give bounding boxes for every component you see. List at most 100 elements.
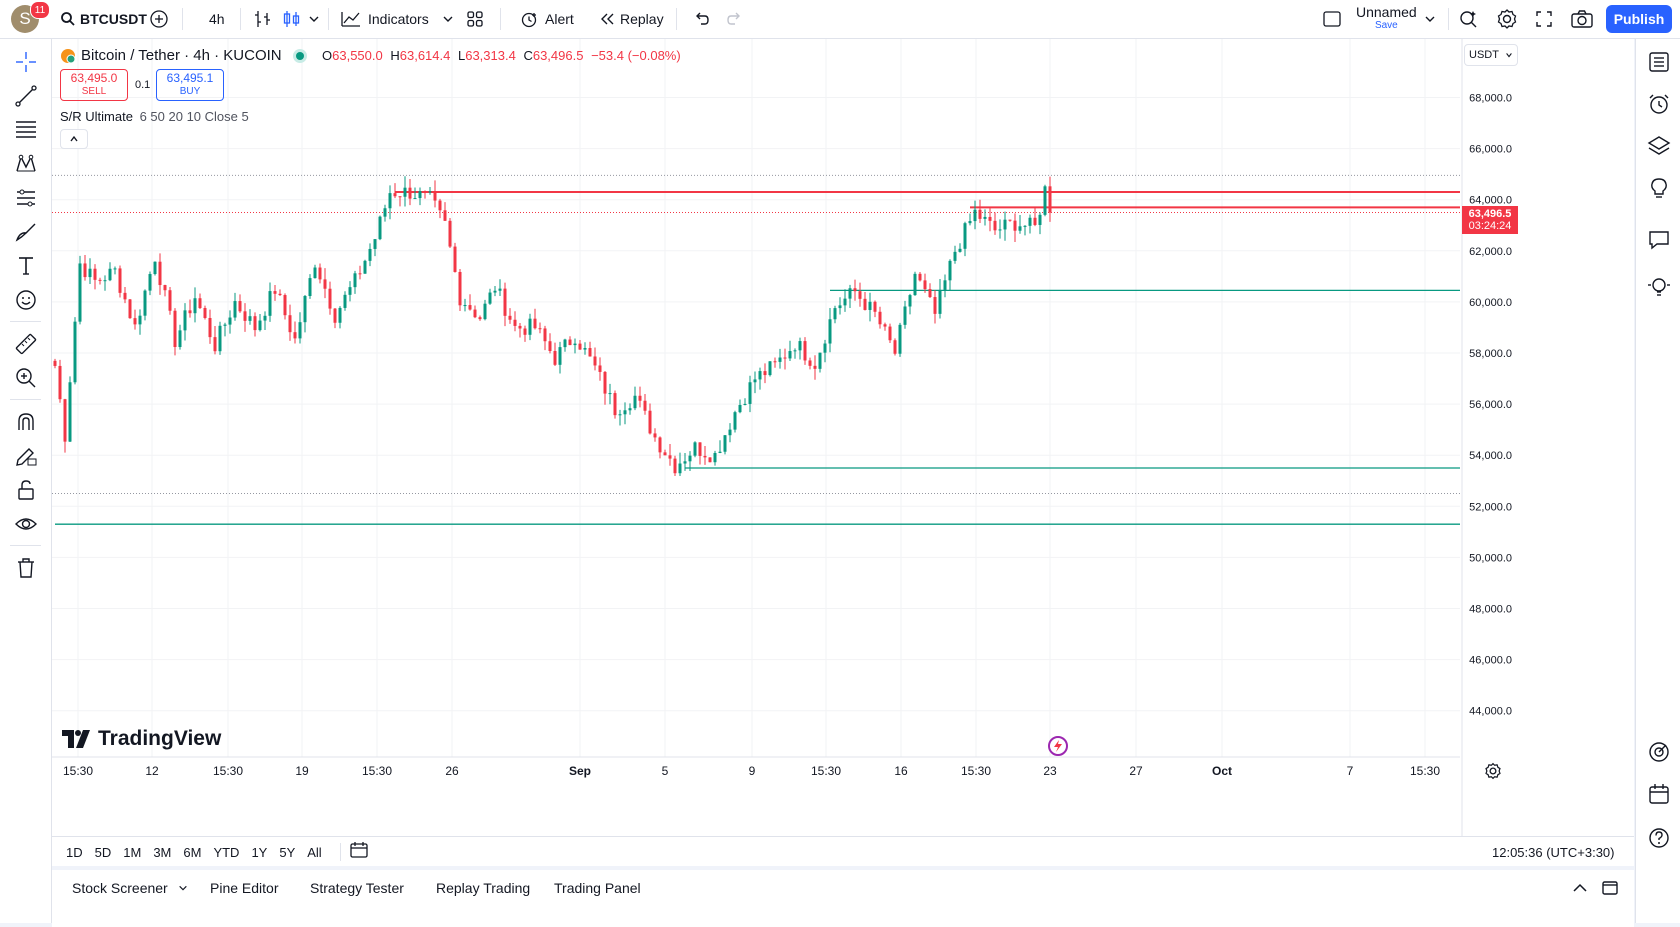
go-to-date-button[interactable]: [349, 841, 369, 864]
undo-button[interactable]: [692, 0, 710, 38]
x-tick-label: 16: [894, 764, 908, 778]
hotlists-button[interactable]: [1646, 273, 1672, 299]
sell-button[interactable]: 63,495.0 SELL: [60, 69, 128, 101]
candle-body: [543, 328, 547, 342]
range-5d-button[interactable]: 5D: [94, 844, 112, 860]
candle-body: [308, 278, 312, 296]
candle-body: [858, 291, 862, 299]
chart-pane[interactable]: 68,000.0 66,000.0 64,000.0 62,000.0 60,000.0…: [52, 39, 1634, 838]
indicator-legend[interactable]: S/R Ultimate 6 50 20 10 Close 5: [60, 109, 249, 124]
candle-body: [363, 260, 367, 274]
icon-tool[interactable]: [13, 287, 39, 313]
pine-dashboard-button[interactable]: [1646, 739, 1672, 765]
calendar-button[interactable]: [1646, 781, 1672, 807]
indicators-dropdown[interactable]: [442, 0, 454, 38]
snapshot-button[interactable]: [1570, 0, 1594, 38]
settings-button[interactable]: [1496, 0, 1518, 38]
hide-drawings-tool[interactable]: [13, 511, 39, 537]
collapse-panel-button[interactable]: [1570, 878, 1590, 903]
indicators-button[interactable]: Indicators: [340, 0, 429, 38]
ideas-button[interactable]: [1646, 175, 1672, 201]
trend-line-tool[interactable]: [13, 83, 39, 109]
zoom-in-tool[interactable]: [13, 365, 39, 391]
measure-tool[interactable]: [13, 331, 39, 357]
candle-body: [508, 315, 512, 320]
divider: [10, 545, 41, 546]
change-value: −53.4 (−0.08%): [591, 48, 681, 63]
crosshair-tool[interactable]: [13, 49, 39, 75]
candle-body: [593, 356, 597, 366]
layout-select-checkbox[interactable]: [1322, 0, 1342, 38]
pattern-tool[interactable]: [13, 151, 39, 177]
candle-body: [733, 412, 737, 430]
notification-badge: 11: [30, 1, 50, 19]
brush-tool[interactable]: [13, 219, 39, 245]
alerts-button[interactable]: [1646, 91, 1672, 117]
lock-drawings-tool[interactable]: [13, 477, 39, 503]
x-tick-label: Oct: [1212, 764, 1232, 778]
maximize-panel-button[interactable]: [1600, 878, 1620, 903]
range-all-button[interactable]: All: [307, 844, 322, 860]
range-ytd-button[interactable]: YTD: [213, 844, 240, 860]
tab-strategy-tester[interactable]: Strategy Tester: [310, 880, 404, 896]
range-3m-button[interactable]: 3M: [153, 844, 172, 860]
axis-settings-button[interactable]: [1484, 762, 1502, 780]
high-value: 63,614.4: [399, 48, 451, 63]
fullscreen-button[interactable]: [1534, 0, 1554, 38]
redo-button[interactable]: [726, 0, 744, 38]
watchlist-button[interactable]: [1646, 49, 1672, 75]
range-6m-button[interactable]: 6M: [183, 844, 202, 860]
layout-dropdown[interactable]: [1424, 0, 1436, 38]
tab-pine-editor[interactable]: Pine Editor: [210, 880, 279, 896]
replay-button[interactable]: Replay: [598, 0, 664, 38]
interval-button[interactable]: 4h: [209, 11, 225, 27]
price-chart[interactable]: 68,000.0 66,000.0 64,000.0 62,000.0 60,000.0…: [52, 39, 1634, 836]
candle-body: [558, 347, 562, 365]
alert-button[interactable]: Alert: [519, 0, 574, 38]
chats-button[interactable]: [1646, 227, 1672, 253]
compare-symbol-button[interactable]: [149, 0, 169, 38]
object-tree-button[interactable]: [1646, 133, 1672, 159]
economic-event-marker[interactable]: [1048, 736, 1068, 756]
candle-body: [843, 298, 847, 306]
help-button[interactable]: [1646, 825, 1672, 851]
bar-style-button[interactable]: [254, 0, 272, 38]
collapse-legend-button[interactable]: [60, 129, 88, 149]
candle-body: [378, 216, 382, 240]
candle-body: [158, 261, 162, 286]
candle-body: [618, 414, 622, 416]
text-tool[interactable]: [13, 253, 39, 279]
range-1m-button[interactable]: 1M: [123, 844, 142, 860]
publish-button[interactable]: Publish: [1606, 5, 1672, 33]
tab-trading-panel[interactable]: Trading Panel: [554, 880, 641, 896]
layout-name-button[interactable]: Unnamed Save: [1356, 0, 1417, 38]
fib-retracement-tool[interactable]: [13, 117, 39, 143]
quick-search-button[interactable]: [1458, 0, 1480, 38]
candle-body: [748, 382, 752, 404]
layout-name: Unnamed: [1356, 4, 1417, 20]
buy-button[interactable]: 63,495.1 BUY: [156, 69, 224, 101]
candle-body: [68, 382, 72, 442]
bars-icon: [255, 11, 270, 27]
forecast-tool[interactable]: [13, 185, 39, 211]
chart-type-dropdown[interactable]: [308, 0, 320, 38]
candles-style-button[interactable]: [282, 0, 302, 38]
remove-drawings-tool[interactable]: [13, 555, 39, 581]
range-5y-button[interactable]: 5Y: [279, 844, 296, 860]
indicators-label: Indicators: [368, 11, 429, 27]
tab-stock-screener[interactable]: Stock Screener: [72, 880, 188, 896]
range-1y-button[interactable]: 1Y: [251, 844, 268, 860]
templates-button[interactable]: [466, 0, 484, 38]
stay-in-drawing-mode-tool[interactable]: [13, 443, 39, 469]
text-icon: [19, 257, 33, 275]
symbol-search-button[interactable]: BTCUSDT: [60, 0, 147, 38]
symbol-legend[interactable]: Bitcoin / Tether · 4h · KUCOIN: [60, 47, 304, 64]
y-tick-label: 58,000.0: [1469, 348, 1512, 360]
pattern-icon: [16, 154, 36, 172]
candle-body: [288, 315, 292, 333]
clock-timezone[interactable]: 12:05:36 (UTC+3:30): [1492, 844, 1615, 860]
magnet-tool[interactable]: [13, 409, 39, 435]
currency-select[interactable]: USDT: [1464, 44, 1518, 66]
tab-replay-trading[interactable]: Replay Trading: [436, 880, 531, 896]
range-1d-button[interactable]: 1D: [66, 844, 83, 860]
